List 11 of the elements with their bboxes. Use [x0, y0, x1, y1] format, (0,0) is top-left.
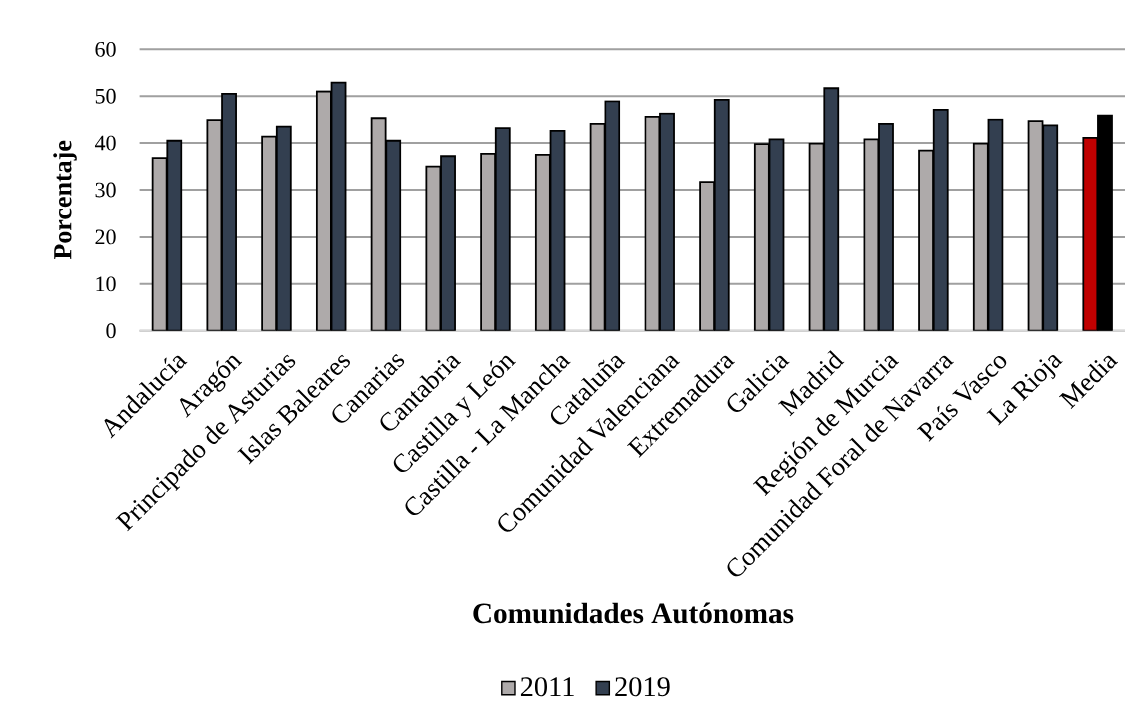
y-tick-label: 20	[95, 229, 116, 245]
legend-label: 2019	[615, 677, 670, 697]
legend-label: 2011	[520, 677, 574, 697]
x-axis-title: Comunidades Autónomas	[473, 602, 794, 624]
y-tick-label: 30	[95, 182, 116, 198]
y-tick-label: 60	[95, 41, 116, 57]
y-tick-label: 40	[94, 135, 116, 151]
y-tick-label: 50	[95, 88, 116, 104]
y-tick-label: 10	[96, 276, 116, 292]
y-axis-title: Porcentaje	[53, 140, 77, 260]
y-tick-label: 0	[106, 323, 116, 339]
